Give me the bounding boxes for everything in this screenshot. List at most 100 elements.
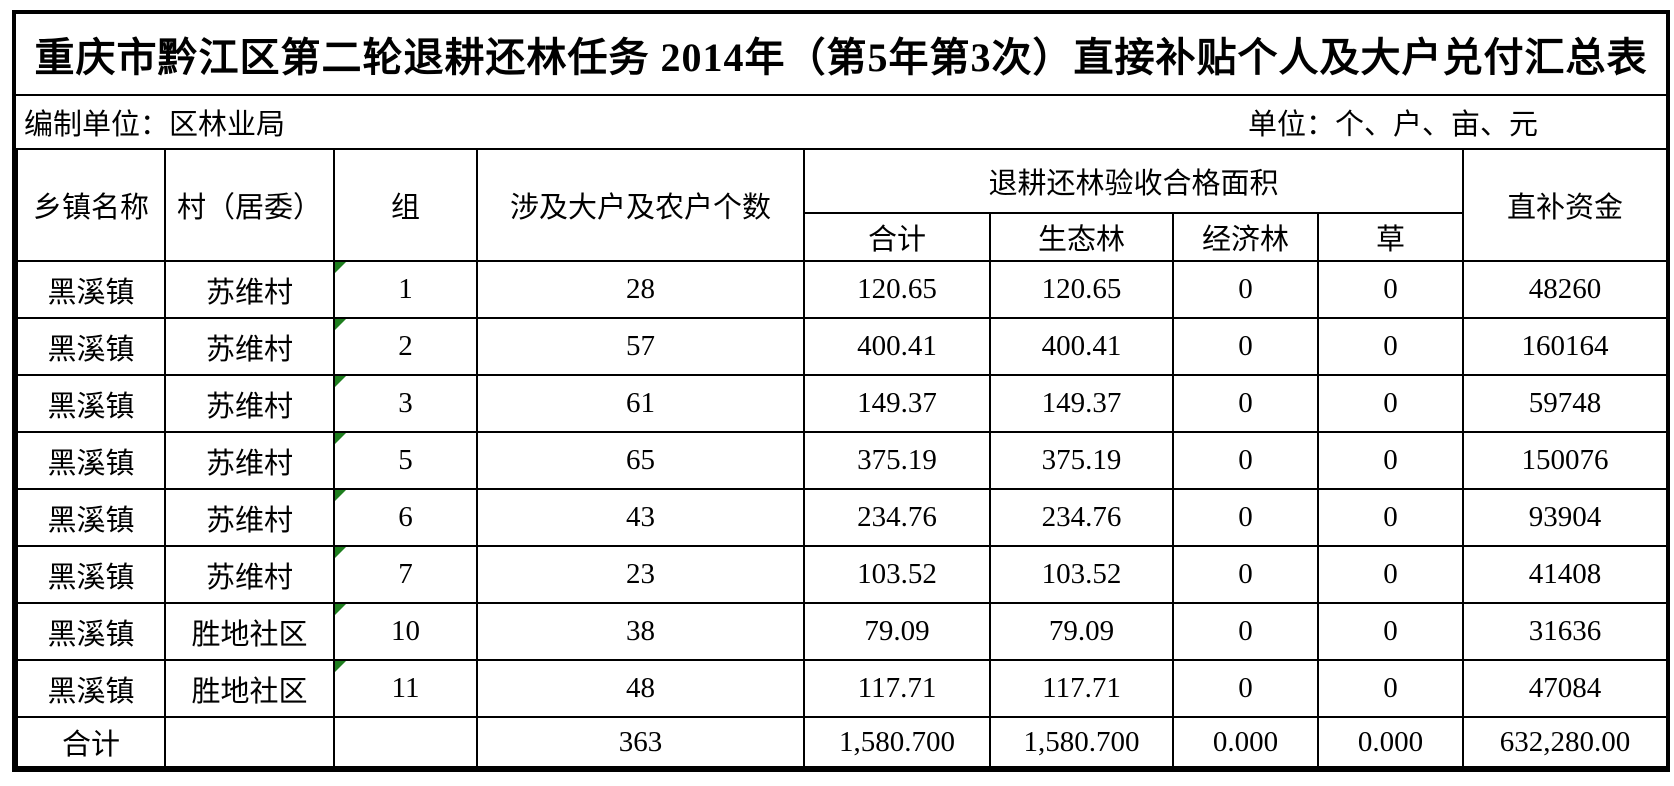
cell-economic: 0 [1172, 602, 1319, 661]
cell-town: 黑溪镇 [16, 602, 166, 661]
cell-group: 6 [333, 488, 478, 547]
cell-households: 28 [476, 260, 805, 319]
subsidy-table: 乡镇名称 村（居委） 组 涉及大户及农户个数 退耕还林验收合格面积 直补资金 合… [16, 148, 1669, 768]
cell-households: 48 [476, 659, 805, 718]
cell-households: 43 [476, 488, 805, 547]
table-row: 黑溪镇 苏维村 3 61 149.37 149.37 0 0 59748 [16, 374, 1669, 433]
cell-households: 23 [476, 545, 805, 604]
col-header-area-total: 合计 [803, 212, 991, 262]
cell-group-value: 7 [398, 558, 413, 590]
cell-households: 65 [476, 431, 805, 490]
cell-group-value: 11 [391, 672, 420, 704]
cell-economic: 0 [1172, 260, 1319, 319]
cell-area-total: 149.37 [803, 374, 991, 433]
cell-area-total: 79.09 [803, 602, 991, 661]
cell-ecological: 149.37 [989, 374, 1174, 433]
cell-flag-icon [336, 605, 346, 615]
total-grass: 0.000 [1316, 716, 1465, 768]
table-row: 黑溪镇 苏维村 5 65 375.19 375.19 0 0 150076 [16, 431, 1669, 490]
cell-group-value: 3 [398, 387, 413, 419]
cell-village: 苏维村 [164, 317, 335, 376]
meta-row: 编制单位：区林业局 单位：个、户、亩、元 [16, 96, 1666, 148]
cell-town: 黑溪镇 [16, 545, 166, 604]
total-ecological: 1,580.700 [989, 716, 1174, 768]
cell-area-total: 103.52 [803, 545, 991, 604]
units-label: 单位：个、户、亩、元 [1247, 109, 1538, 141]
cell-economic: 0 [1172, 488, 1319, 547]
total-village [164, 716, 335, 768]
cell-economic: 0 [1172, 374, 1319, 433]
cell-flag-icon [336, 320, 346, 330]
cell-grass: 0 [1316, 602, 1465, 661]
cell-village: 苏维村 [164, 374, 335, 433]
cell-group-value: 6 [398, 501, 413, 533]
cell-town: 黑溪镇 [16, 488, 166, 547]
cell-subsidy: 31636 [1462, 602, 1669, 661]
page-title: 重庆市黔江区第二轮退耕还林任务 2014年（第5年第3次）直接补贴个人及大户兑付… [16, 14, 1666, 96]
col-header-households: 涉及大户及农户个数 [476, 148, 805, 262]
cell-area-total: 400.41 [803, 317, 991, 376]
col-header-area-group: 退耕还林验收合格面积 [802, 148, 1465, 214]
cell-subsidy: 48260 [1462, 260, 1669, 319]
col-header-subsidy: 直补资金 [1462, 148, 1669, 262]
cell-economic: 0 [1172, 659, 1319, 718]
cell-flag-icon [336, 491, 346, 501]
cell-economic: 0 [1172, 431, 1319, 490]
table-row: 黑溪镇 苏维村 6 43 234.76 234.76 0 0 93904 [16, 488, 1669, 547]
table-row: 黑溪镇 胜地社区 10 38 79.09 79.09 0 0 31636 [16, 602, 1669, 661]
cell-subsidy: 41408 [1462, 545, 1669, 604]
cell-subsidy: 160164 [1462, 317, 1669, 376]
total-area-total: 1,580.700 [803, 716, 991, 768]
cell-flag-icon [336, 548, 346, 558]
cell-grass: 0 [1316, 488, 1465, 547]
table-row: 黑溪镇 苏维村 1 28 120.65 120.65 0 0 48260 [16, 260, 1669, 319]
cell-ecological: 234.76 [989, 488, 1174, 547]
col-header-group: 组 [333, 148, 478, 262]
cell-village: 胜地社区 [164, 602, 335, 661]
col-header-grass: 草 [1316, 212, 1465, 262]
cell-village: 苏维村 [164, 545, 335, 604]
cell-group-value: 10 [391, 615, 420, 647]
cell-group-value: 1 [398, 273, 413, 305]
cell-households: 61 [476, 374, 805, 433]
cell-flag-icon [336, 263, 346, 273]
cell-group: 1 [333, 260, 478, 319]
col-header-ecological: 生态林 [989, 212, 1174, 262]
cell-group: 10 [333, 602, 478, 661]
cell-area-total: 117.71 [803, 659, 991, 718]
table-row: 黑溪镇 胜地社区 11 48 117.71 117.71 0 0 47084 [16, 659, 1669, 718]
cell-grass: 0 [1316, 260, 1465, 319]
header-row-2: 合计 生态林 经济林 草 [17, 212, 1667, 262]
cell-grass: 0 [1316, 374, 1465, 433]
cell-households: 57 [476, 317, 805, 376]
cell-grass: 0 [1316, 431, 1465, 490]
cell-flag-icon [336, 434, 346, 444]
cell-flag-icon [336, 662, 346, 672]
cell-town: 黑溪镇 [16, 659, 166, 718]
cell-area-total: 120.65 [803, 260, 991, 319]
cell-town: 黑溪镇 [16, 431, 166, 490]
cell-grass: 0 [1316, 317, 1465, 376]
cell-grass: 0 [1316, 659, 1465, 718]
cell-group-value: 2 [398, 330, 413, 362]
total-households: 363 [476, 716, 805, 768]
cell-subsidy: 150076 [1462, 431, 1669, 490]
table-row: 黑溪镇 苏维村 2 57 400.41 400.41 0 0 160164 [16, 317, 1669, 376]
cell-group: 11 [333, 659, 478, 718]
prepared-by-label: 编制单位：区林业局 [24, 109, 286, 141]
table-row: 黑溪镇 苏维村 7 23 103.52 103.52 0 0 41408 [16, 545, 1669, 604]
total-label: 合计 [16, 716, 166, 768]
cell-town: 黑溪镇 [16, 317, 166, 376]
cell-subsidy: 59748 [1462, 374, 1669, 433]
cell-households: 38 [476, 602, 805, 661]
cell-group-value: 5 [398, 444, 413, 476]
cell-town: 黑溪镇 [16, 374, 166, 433]
cell-economic: 0 [1172, 545, 1319, 604]
total-economic: 0.000 [1172, 716, 1319, 768]
cell-town: 黑溪镇 [16, 260, 166, 319]
cell-ecological: 375.19 [989, 431, 1174, 490]
cell-group: 5 [333, 431, 478, 490]
col-header-economic: 经济林 [1172, 212, 1319, 262]
total-row: 合计 363 1,580.700 1,580.700 0.000 0.000 6… [16, 716, 1669, 768]
cell-village: 苏维村 [164, 260, 335, 319]
